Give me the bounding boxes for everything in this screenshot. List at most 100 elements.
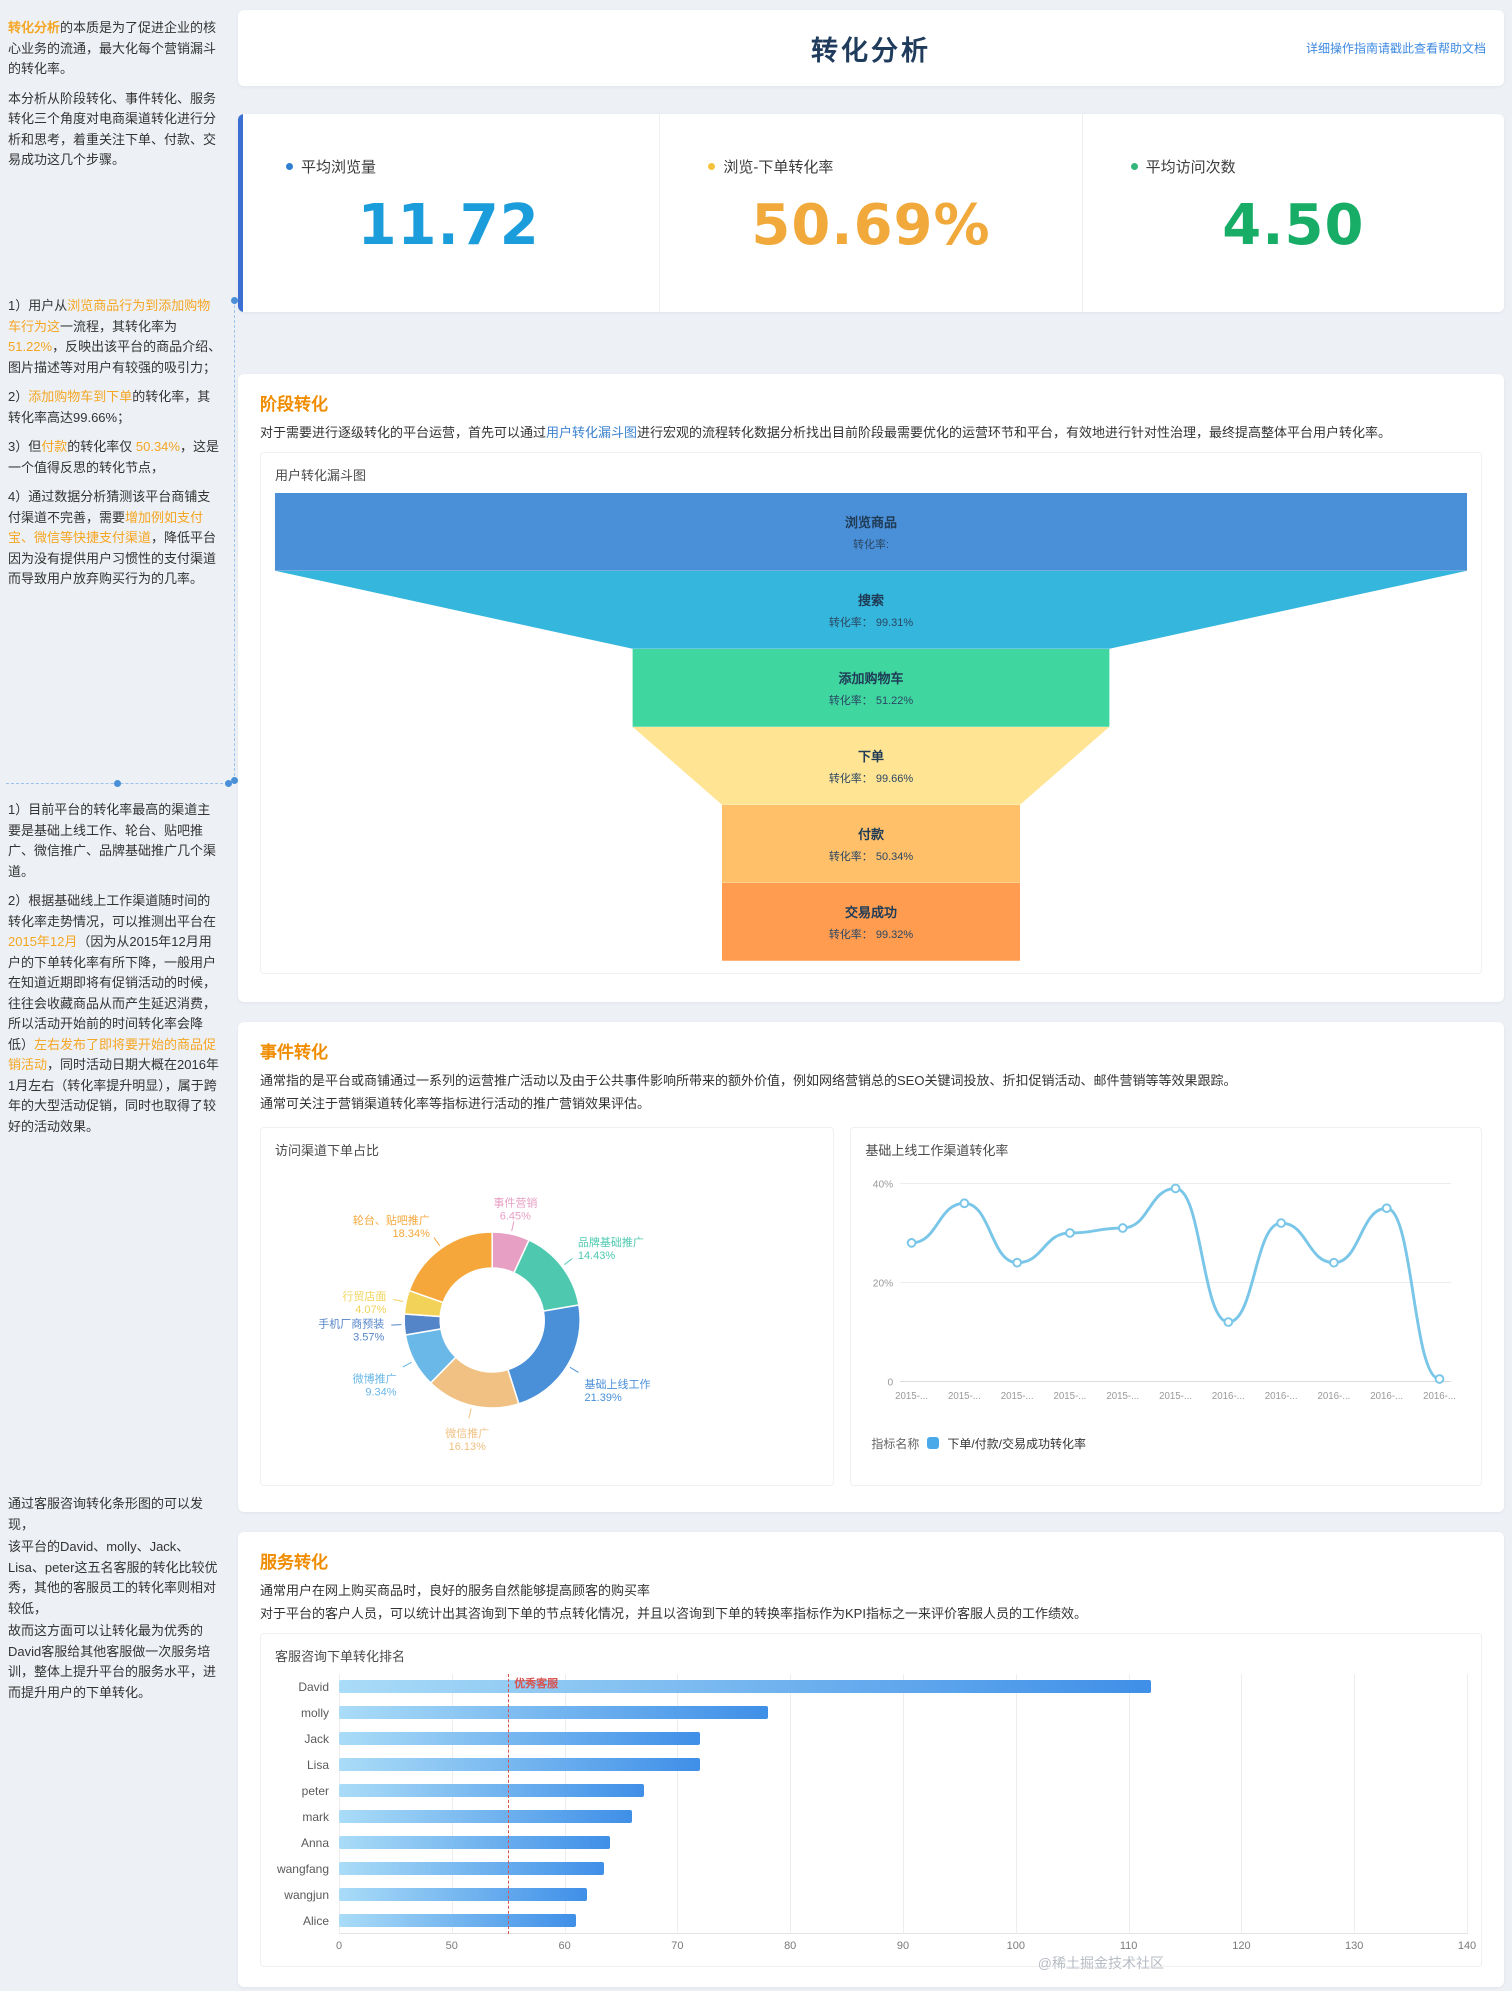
kpi-label: 平均浏览量: [286, 156, 659, 177]
x-tick-label: 2015-...: [1054, 1391, 1087, 1402]
bar-label: Lisa: [306, 1757, 329, 1772]
text-segment: 一流程，其转化率为: [60, 318, 178, 334]
pie-label: 事件营销 6.45%: [493, 1195, 537, 1222]
bar[interactable]: [339, 1887, 588, 1901]
funnel-stage[interactable]: 交易成功 转化率： 99.32%: [722, 882, 1020, 961]
kpi-label: 浏览-下单转化率: [708, 156, 1081, 177]
bar-row[interactable]: [339, 1830, 1467, 1856]
text-segment: ，这是一个值得反思的转化节点，: [8, 439, 219, 475]
x-gridline: [1015, 1673, 1017, 1934]
bar[interactable]: [339, 1757, 700, 1771]
bar-row[interactable]: [339, 1752, 1467, 1778]
section-desc: 对于平台的客户人员，可以统计出其咨询到下单的节点转化情况，并且以咨询到下单的转换…: [260, 1605, 1087, 1621]
funnel-stage[interactable]: 搜索 转化率： 99.31%: [275, 570, 1467, 649]
funnel-stage[interactable]: 付款 转化率： 50.34%: [722, 804, 1020, 883]
text-segment: 故而这方面可以让转化最为优秀的David客服给其他客服做一次服务培训，整体上提升…: [8, 1623, 217, 1700]
data-point[interactable]: [1171, 1183, 1181, 1193]
legend-series-name[interactable]: 下单/付款/交易成功转化率: [947, 1436, 1087, 1451]
pie-leader-line: [433, 1236, 441, 1246]
bar[interactable]: [339, 1679, 1152, 1693]
text-segment: 浏览商品行为到添加购物车行为这: [8, 298, 211, 334]
bar-label: peter: [301, 1783, 329, 1798]
funnel-chart[interactable]: 浏览商品 转化率: 搜索 转化率： 99.31% 添加购物车 转化率： 51.22% 下单转…: [275, 492, 1467, 961]
data-point[interactable]: [1118, 1222, 1128, 1233]
funnel-stage[interactable]: 添加购物车 转化率： 51.22%: [632, 648, 1110, 727]
donut-chart-title: 访问渠道下单占比: [275, 1142, 380, 1158]
pie-leader-line: [391, 1323, 402, 1326]
bar[interactable]: [339, 1809, 633, 1823]
text-segment: 2015年12月: [8, 934, 78, 950]
trend-line[interactable]: [911, 1186, 1441, 1381]
kpi-label-text: 平均浏览量: [301, 159, 377, 176]
bar-row[interactable]: [339, 1908, 1467, 1934]
data-point[interactable]: [907, 1237, 917, 1248]
bar-row[interactable]: [339, 1804, 1467, 1830]
bar[interactable]: [339, 1783, 644, 1797]
data-point[interactable]: [1276, 1217, 1287, 1228]
funnel-stage-rate: 转化率： 99.32%: [828, 928, 914, 941]
bar[interactable]: [339, 1731, 700, 1745]
funnel-stage-rate: 转化率： 50.34%: [828, 850, 914, 863]
note-service-analysis: 通过客服咨询转化条形图的可以发现， 该平台的David、molly、Jack、L…: [8, 1494, 222, 1712]
funnel-stage[interactable]: 下单 转化率： 99.66%: [632, 726, 1110, 805]
funnel-chart-title: 用户转化漏斗图: [275, 467, 367, 483]
bar[interactable]: [339, 1835, 610, 1849]
line-panel: 基础上线工作渠道转化率 0 20% 40% 2015-... 2015-... 2015-…: [850, 1126, 1482, 1486]
data-point[interactable]: [1012, 1257, 1023, 1268]
note-paragraph: 1）目前平台的转化率最高的渠道主要是基础上线工作、轮台、贴吧推广、微信推广、品牌…: [8, 800, 222, 882]
kpi-value: 50.69%: [751, 193, 991, 258]
funnel-stage[interactable]: 浏览商品 转化率:: [275, 492, 1467, 571]
bar[interactable]: [339, 1705, 768, 1719]
data-point[interactable]: [1382, 1202, 1392, 1213]
x-gridline: [677, 1673, 679, 1934]
bar-label: Alice: [302, 1913, 329, 1928]
data-point[interactable]: [959, 1198, 970, 1208]
bar-rows: 优秀客服: [339, 1673, 1468, 1934]
text-segment: 通过客服咨询转化条形图的可以发现，: [8, 1496, 204, 1532]
kpi-dot-icon: [708, 163, 716, 170]
x-tick-label: 80: [784, 1939, 797, 1952]
bar-label: David: [298, 1679, 329, 1694]
text-segment: 1）目前平台的转化率最高的渠道主要是基础上线工作、轮台、贴吧推广、微信推广、品牌…: [8, 802, 217, 879]
bar[interactable]: [339, 1913, 576, 1927]
data-point[interactable]: [1329, 1257, 1340, 1268]
text-segment: 51.22%: [8, 339, 53, 355]
bar-label: wangfang: [276, 1861, 329, 1876]
bar-row[interactable]: [339, 1700, 1467, 1726]
x-tick-label: 70: [671, 1939, 684, 1952]
watermark: @稀土掘金技术社区: [1037, 1955, 1164, 1971]
funnel-stage-rate: 转化率： 99.31%: [828, 616, 914, 629]
pie-slice[interactable]: [512, 1238, 580, 1312]
x-tick-label: 2016-...: [1423, 1391, 1456, 1402]
note-paragraph: 通过客服咨询转化条形图的可以发现，: [8, 1494, 222, 1535]
dashed-divider: [6, 780, 232, 787]
pie-leader-line: [564, 1257, 573, 1265]
section-desc: 通常用户在网上购买商品时，良好的服务自然能够提高顾客的购买率: [260, 1583, 651, 1598]
bar-row[interactable]: [339, 1778, 1467, 1804]
text-segment: ，反映出该平台的商品介绍、图片描述等对用户有较强的吸引力；: [8, 339, 222, 375]
bar[interactable]: [339, 1861, 605, 1875]
funnel-stage-name: 浏览商品: [844, 514, 897, 530]
x-gridline: [1467, 1673, 1468, 1934]
bar-row[interactable]: [339, 1726, 1467, 1752]
bar-row[interactable]: [339, 1674, 1467, 1700]
data-point[interactable]: [1223, 1316, 1234, 1327]
pie-slice[interactable]: [408, 1230, 493, 1304]
channel-share-donut-chart[interactable]: 事件营销 6.45% 品牌基础推广 14.43% 基础上线工作 21.39% 微信推广 16.…: [275, 1168, 819, 1468]
x-gridline: [1241, 1673, 1243, 1934]
data-point[interactable]: [1065, 1227, 1076, 1238]
x-tick-label: 130: [1345, 1939, 1364, 1952]
kpi-dot-icon: [1130, 163, 1138, 170]
service-ranking-bar-chart[interactable]: David molly Jack Lisa peter mark Anna wangfang w…: [275, 1673, 1476, 1954]
x-tick-label: 60: [558, 1939, 571, 1952]
help-link[interactable]: 详细操作指南请戳此查看帮助文档: [1305, 41, 1486, 56]
bar-row[interactable]: [339, 1856, 1467, 1882]
section-desc: 通常可关注于营销渠道转化率等指标进行活动的推广营销效果评估。: [260, 1095, 651, 1111]
pie-slice[interactable]: [506, 1303, 581, 1405]
kpi-card: 平均浏览量 11.72 浏览-下单转化率 50.69% 平均访问次数 4.50: [238, 114, 1504, 312]
conversion-trend-line-chart[interactable]: 0 20% 40% 2015-... 2015-... 2015-... 2015-... 2…: [865, 1168, 1467, 1428]
data-point[interactable]: [1434, 1373, 1445, 1384]
bar-row[interactable]: [339, 1882, 1467, 1908]
bar-label: mark: [302, 1809, 329, 1824]
